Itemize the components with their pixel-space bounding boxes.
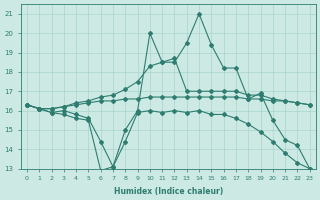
- X-axis label: Humidex (Indice chaleur): Humidex (Indice chaleur): [114, 187, 223, 196]
